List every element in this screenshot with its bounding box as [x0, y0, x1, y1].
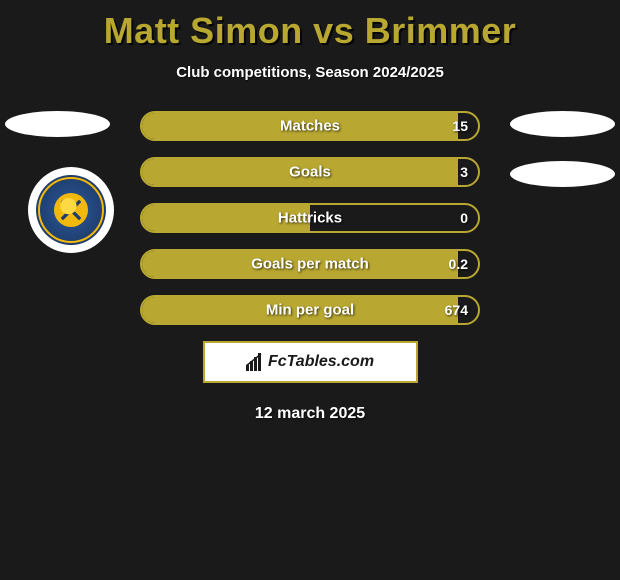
stat-row: Goals 3	[140, 157, 480, 187]
stat-label: Goals	[289, 164, 331, 181]
brand-text: FcTables.com	[268, 353, 374, 371]
central-coast-mariners-badge	[28, 167, 114, 253]
stat-row: Min per goal 674	[140, 295, 480, 325]
player-left-placeholder-1	[5, 111, 110, 137]
page-title: Matt Simon vs Brimmer	[0, 0, 620, 52]
stat-right-value: 0	[448, 210, 468, 226]
badge-inner	[36, 175, 106, 245]
date-text: 12 march 2025	[0, 405, 620, 423]
stat-right-value: 15	[448, 118, 468, 134]
bar-chart-icon	[246, 353, 264, 371]
stat-right-value: 0.2	[448, 256, 468, 272]
brand-box[interactable]: FcTables.com	[203, 341, 418, 383]
stat-row: Goals per match 0.2	[140, 249, 480, 279]
stat-label: Hattricks	[278, 210, 342, 227]
soccer-ball-icon	[54, 193, 88, 227]
comparison-content: Matches 15 Goals 3 Hattricks 0 Goals per match…	[0, 111, 620, 423]
stat-row: Matches 15	[140, 111, 480, 141]
player-right-placeholder-2	[510, 161, 615, 187]
player-right-placeholder-1	[510, 111, 615, 137]
stat-label: Matches	[280, 118, 340, 135]
stat-right-value: 674	[445, 302, 468, 318]
subtitle: Club competitions, Season 2024/2025	[0, 64, 620, 81]
stat-row: Hattricks 0	[140, 203, 480, 233]
stat-label: Goals per match	[251, 256, 369, 273]
stat-right-value: 3	[448, 164, 468, 180]
stat-bars: Matches 15 Goals 3 Hattricks 0 Goals per match…	[140, 111, 480, 325]
stat-label: Min per goal	[266, 302, 354, 319]
